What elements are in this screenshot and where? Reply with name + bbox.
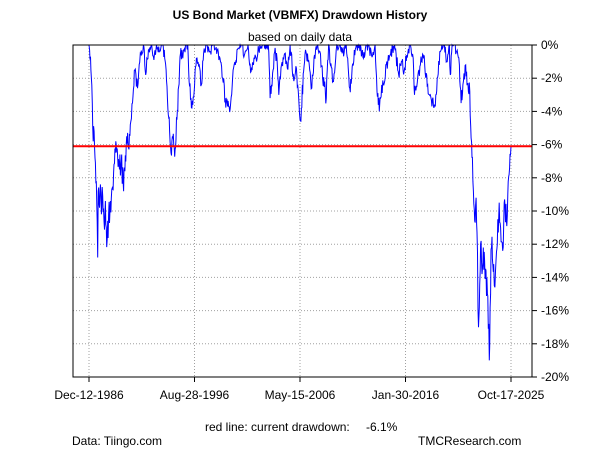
y-tick-label: -10%: [541, 204, 569, 218]
y-tick-label: -14%: [541, 270, 569, 284]
y-tick-label: -2%: [541, 71, 563, 85]
series-group: [88, 43, 512, 361]
y-tick-label: -20%: [541, 370, 569, 384]
chart-title: US Bond Market (VBMFX) Drawdown History: [172, 8, 428, 22]
y-tick-label: -18%: [541, 337, 569, 351]
x-tick-label: Aug-28-1996: [160, 388, 230, 402]
y-tick-label: -6%: [541, 138, 563, 152]
current-drawdown-value: -6.1%: [366, 420, 398, 434]
data-source: Data: Tiingo.com: [72, 434, 163, 448]
x-tick-label: Jan-30-2016: [372, 388, 440, 402]
y-tick-label: -8%: [541, 171, 563, 185]
x-tick-label: Oct-17-2025: [478, 388, 545, 402]
y-tick-label: -4%: [541, 104, 563, 118]
axis-ticks: Dec-12-1986 Aug-28-1996 May-15-2006 Jan-30-…: [54, 38, 569, 402]
x-tick-label: May-15-2006: [265, 388, 336, 402]
y-tick-label: -16%: [541, 304, 569, 318]
x-tick-label: Dec-12-1986: [54, 388, 124, 402]
chart-subtitle: based on daily data: [247, 30, 353, 44]
brand-credit: TMCResearch.com: [418, 434, 522, 448]
current-drawdown-label: red line: current drawdown:: [205, 420, 350, 434]
y-tick-label: 0%: [541, 38, 559, 52]
grid-lines: [73, 44, 532, 378]
y-tick-label: -12%: [541, 237, 569, 251]
drawdown-series-line: [88, 43, 512, 361]
